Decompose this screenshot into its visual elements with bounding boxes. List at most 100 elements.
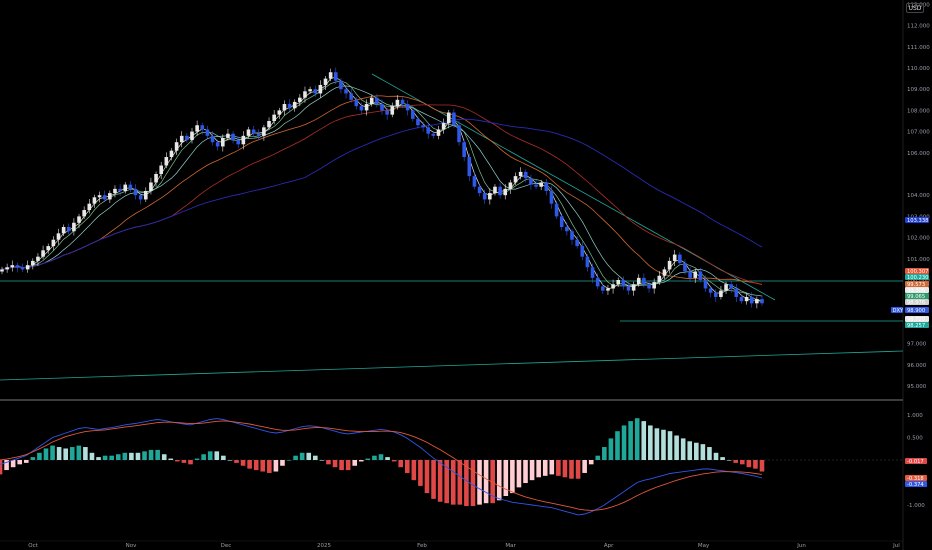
candle-body [416, 118, 420, 126]
macd-histogram-bar [30, 457, 36, 460]
candle-body [41, 250, 45, 257]
macd-histogram-bar [339, 460, 344, 471]
candle-body [15, 265, 20, 268]
candle-body [72, 222, 76, 232]
candle-body [10, 265, 15, 268]
macd-histogram-bar [674, 435, 679, 460]
macd-histogram-bar [299, 452, 305, 460]
candle-body [529, 178, 533, 185]
macd-histogram-bar [109, 455, 114, 460]
macd-histogram-bar [424, 460, 430, 494]
price-tick-label: 102.000 [907, 236, 930, 242]
macd-histogram-bar [562, 460, 568, 478]
macd-histogram-bar [4, 460, 9, 471]
macd-histogram-bar [378, 454, 384, 460]
candle-body [133, 188, 138, 196]
candle-body [441, 123, 446, 130]
macd-histogram-bar [556, 460, 561, 476]
time-tick-label: May [698, 543, 710, 549]
macd-histogram-bar [306, 452, 312, 460]
price-badge-label: 98.257 [907, 323, 925, 329]
macd-histogram-bar [687, 441, 693, 460]
candle-body [662, 269, 667, 276]
macd-histogram-bar [726, 460, 732, 461]
macd-histogram-bar [529, 460, 535, 481]
candle-body [179, 135, 184, 143]
candle-body [719, 290, 723, 297]
macd-histogram-bar [358, 460, 364, 462]
macd-histogram-bar [733, 460, 739, 463]
candle-body [46, 246, 51, 251]
candle-body [185, 135, 189, 141]
macd-histogram-bar [575, 460, 581, 479]
macd-histogram-bar [523, 460, 528, 484]
macd-histogram-bar [181, 460, 187, 463]
candle-body [118, 188, 122, 191]
macd-histogram-bar [398, 460, 404, 468]
macd-histogram-bar [661, 429, 666, 460]
macd-histogram-bar [267, 460, 272, 473]
macd-histogram-bar [477, 460, 482, 505]
candle-body [647, 284, 651, 289]
macd-histogram-bar [753, 460, 758, 469]
macd-histogram-bar [37, 452, 42, 460]
currency-button[interactable]: USD [906, 3, 924, 13]
macd-histogram-bar [418, 460, 423, 486]
macd-histogram-bar [496, 460, 502, 501]
candle-body [210, 135, 215, 143]
macd-histogram-bar [739, 460, 745, 465]
macd-histogram-bar [17, 460, 23, 465]
macd-histogram-bar [214, 451, 220, 460]
candle-body [411, 110, 415, 119]
candle-body [241, 135, 246, 145]
macd-histogram-bar [450, 460, 456, 505]
macd-histogram-bar [444, 460, 449, 504]
candle-body [400, 99, 405, 105]
candle-body [631, 284, 636, 291]
candle-body [755, 299, 759, 304]
candle-body [636, 277, 641, 285]
price-badge [905, 274, 929, 280]
candle-body [267, 121, 271, 128]
macd-histogram-bar [391, 460, 397, 462]
time-tick-label: Oct [28, 543, 38, 549]
price-badge-label: 100.230 [907, 275, 928, 281]
candle-body [590, 267, 595, 278]
price-axis[interactable]: 113.000 112.000 111.000 110.000 109.000 108.0… [907, 2, 930, 390]
candle-body [672, 254, 677, 261]
candle-body [364, 104, 369, 111]
candle-body [272, 114, 276, 121]
candle-body [123, 184, 128, 191]
ma-60-line [1, 118, 763, 270]
candle-body [380, 104, 384, 111]
macd-histogram-bar [207, 451, 213, 460]
candle-body [539, 182, 543, 187]
candle-body [508, 182, 513, 189]
symbol-tag-label: DXY [893, 308, 905, 314]
price-badge-label: 99.065 [907, 294, 925, 300]
candle-body [678, 254, 682, 264]
macd-histogram-bar [10, 460, 16, 468]
macd-histogram-bar [253, 460, 259, 471]
macd-histogram-bar [516, 460, 522, 488]
macd-histogram-bar [83, 447, 88, 460]
candle-body [713, 292, 718, 297]
price-badge [905, 322, 929, 328]
macd-histogram-bar [345, 460, 351, 471]
candle-body [642, 277, 646, 285]
macd-histogram-bar [23, 460, 29, 463]
candle-body [313, 89, 318, 94]
macd-histogram-bar [372, 455, 377, 460]
macd-histogram-bar [260, 460, 266, 472]
macd-value-badge [905, 475, 927, 481]
candle-body [251, 129, 256, 134]
macd-histogram-bar [102, 455, 108, 460]
time-axis[interactable]: Oct Nov Dec 2025 Feb Mar Apr May Jun Jul [28, 543, 900, 549]
candle-body [82, 210, 86, 217]
price-tick-label: 111.000 [907, 45, 930, 51]
price-badge-label: 98.900 [907, 308, 925, 314]
macd-histogram-bar [175, 460, 180, 462]
candle-body [20, 267, 25, 270]
grid [0, 0, 904, 550]
